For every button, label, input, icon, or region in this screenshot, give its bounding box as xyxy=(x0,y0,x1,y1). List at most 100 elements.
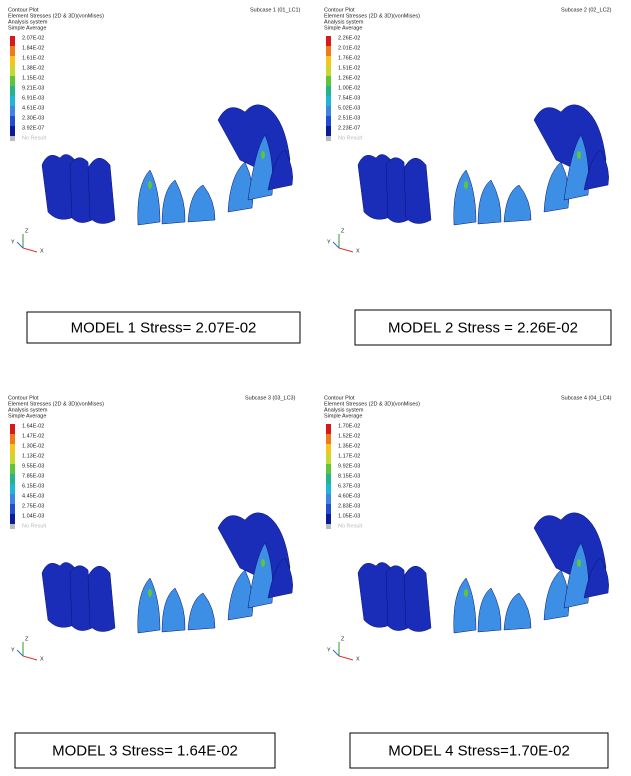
legend-swatch xyxy=(326,86,331,96)
legend-swatch xyxy=(326,116,331,126)
triad-y xyxy=(17,242,23,248)
no-result-label: No Result xyxy=(338,523,363,529)
subcase-label: Subcase 1 (01_LC1) xyxy=(250,7,301,13)
legend-swatch xyxy=(10,106,15,116)
legend-value: 9.21E-03 xyxy=(22,85,44,91)
legend-value: 4.45E-03 xyxy=(22,493,44,499)
axis-triad: ZYX xyxy=(327,228,360,254)
tooth xyxy=(454,170,476,225)
legend-value: 4.60E-03 xyxy=(338,493,360,499)
legend-value: 2.26E-02 xyxy=(338,35,360,41)
triad-x xyxy=(339,656,353,660)
axis-triad: ZYX xyxy=(11,228,44,254)
tooth xyxy=(404,566,431,631)
stress-spot xyxy=(148,181,152,189)
subcase-label: Subcase 3 (03_LC3) xyxy=(245,395,296,401)
legend-swatch xyxy=(10,66,15,76)
legend-value: 2.51E-03 xyxy=(338,115,360,121)
tooth xyxy=(454,578,476,633)
legend-swatch xyxy=(326,424,331,434)
stress-spot xyxy=(464,589,468,597)
legend-swatch xyxy=(326,36,331,46)
legend-value: 2.07E-02 xyxy=(22,35,44,41)
triad-y xyxy=(17,650,23,656)
legend-value: 5.02E-03 xyxy=(338,105,360,111)
legend-swatch xyxy=(326,46,331,56)
triad-x xyxy=(339,248,353,252)
legend-swatch xyxy=(326,464,331,474)
tooth xyxy=(162,180,185,224)
triad-label: X xyxy=(40,656,44,662)
legend-value: 1.04E-03 xyxy=(22,513,44,519)
model: ZYX xyxy=(327,513,609,663)
legend-swatch xyxy=(326,126,331,136)
legend-value: 1.05E-03 xyxy=(338,513,360,519)
no-result-swatch xyxy=(326,136,331,141)
legend-value: 6.37E-03 xyxy=(338,483,360,489)
no-result-swatch xyxy=(326,524,331,529)
legend-swatch xyxy=(10,116,15,126)
legend-value: 1.52E-02 xyxy=(338,433,360,439)
legend-value: 1.76E-02 xyxy=(338,55,360,61)
figure: Contour PlotElement Stresses (2D & 3D)(v… xyxy=(0,0,631,776)
tooth xyxy=(162,588,185,632)
header-line: Simple Average xyxy=(324,413,362,419)
legend-value: 8.15E-03 xyxy=(338,473,360,479)
triad-label: Y xyxy=(327,239,331,245)
legend-value: 1.64E-02 xyxy=(22,423,44,429)
triad-label: X xyxy=(356,656,360,662)
legend-swatch xyxy=(326,454,331,464)
legend-value: 2.75E-03 xyxy=(22,503,44,509)
stress-spot xyxy=(464,181,468,189)
tooth xyxy=(88,158,115,223)
legend-swatch xyxy=(10,504,15,514)
legend-value: 7.85E-03 xyxy=(22,473,44,479)
legend-swatch xyxy=(326,434,331,444)
stress-spot xyxy=(577,559,581,567)
legend-value: 2.01E-02 xyxy=(338,45,360,51)
legend-swatch xyxy=(10,56,15,66)
axis-triad: ZYX xyxy=(327,636,360,662)
tooth xyxy=(478,588,501,632)
triad-label: Y xyxy=(11,647,15,653)
tooth xyxy=(138,578,160,633)
legend-swatch xyxy=(326,484,331,494)
axis-triad: ZYX xyxy=(11,636,44,662)
stress-spot xyxy=(261,151,265,159)
legend-value: 7.54E-03 xyxy=(338,95,360,101)
tooth xyxy=(188,593,215,630)
caption: MODEL 4 Stress=1.70E-02 xyxy=(388,742,570,759)
legend-swatch xyxy=(326,514,331,524)
no-result-label: No Result xyxy=(22,523,47,529)
no-result-label: No Result xyxy=(22,135,47,141)
caption: MODEL 2 Stress = 2.26E-02 xyxy=(388,319,578,336)
legend-value: 6.91E-03 xyxy=(22,95,44,101)
legend-swatch xyxy=(10,484,15,494)
triad-y xyxy=(333,650,339,656)
legend-swatch xyxy=(10,36,15,46)
legend-swatch xyxy=(10,96,15,106)
legend-value: 1.15E-02 xyxy=(22,75,44,81)
triad-label: Z xyxy=(341,228,345,234)
no-result-swatch xyxy=(10,524,15,529)
legend-swatch xyxy=(10,464,15,474)
model: ZYX xyxy=(11,105,293,255)
legend-swatch xyxy=(326,66,331,76)
legend-value: 2.23E-07 xyxy=(338,125,360,131)
legend-value: 1.70E-02 xyxy=(338,423,360,429)
legend-swatch xyxy=(326,106,331,116)
legend-value: 3.92E-07 xyxy=(22,125,44,131)
header-line: Simple Average xyxy=(324,25,362,31)
legend-swatch xyxy=(326,504,331,514)
legend-swatch xyxy=(326,474,331,484)
panel: Contour PlotElement Stresses (2D & 3D)(v… xyxy=(8,395,296,768)
legend-value: 1.00E-02 xyxy=(338,85,360,91)
legend-value: 4.61E-03 xyxy=(22,105,44,111)
model: ZYX xyxy=(327,105,609,255)
tooth xyxy=(188,185,215,222)
legend-value: 9.92E-03 xyxy=(338,463,360,469)
legend-value: 1.51E-02 xyxy=(338,65,360,71)
tooth xyxy=(544,570,569,620)
legend-value: 1.30E-02 xyxy=(22,443,44,449)
